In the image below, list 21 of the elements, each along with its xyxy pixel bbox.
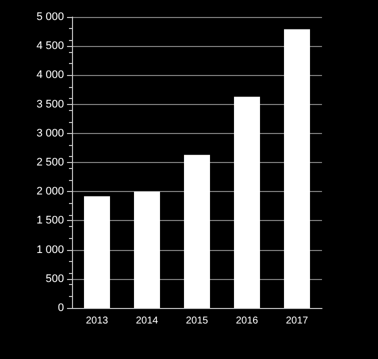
bar	[234, 96, 260, 308]
x-tick-label: 2013	[86, 316, 109, 326]
y-tick-label: 0	[58, 302, 64, 314]
x-tick-label: 2016	[236, 316, 259, 326]
y-tick-label: 1 000	[36, 244, 64, 256]
y-tick-label: 2 500	[36, 156, 64, 168]
bar	[284, 29, 310, 308]
y-tick-label: 500	[46, 272, 64, 285]
y-tick-label: 5 000	[36, 11, 64, 23]
x-tick-label: 2015	[186, 316, 209, 326]
y-tick-label: 3 500	[36, 98, 64, 110]
y-tick-label: 4 000	[36, 69, 64, 82]
y-tick-label: 2 000	[36, 186, 64, 198]
x-tick-label: 2014	[136, 316, 159, 326]
y-tick-label: 1 500	[36, 214, 64, 227]
bar	[84, 196, 110, 308]
bar	[184, 154, 210, 308]
x-tick-label: 2017	[286, 316, 309, 326]
y-tick-label: 4 500	[36, 40, 64, 52]
bar	[134, 192, 160, 308]
y-tick-label: 3 000	[36, 127, 64, 140]
